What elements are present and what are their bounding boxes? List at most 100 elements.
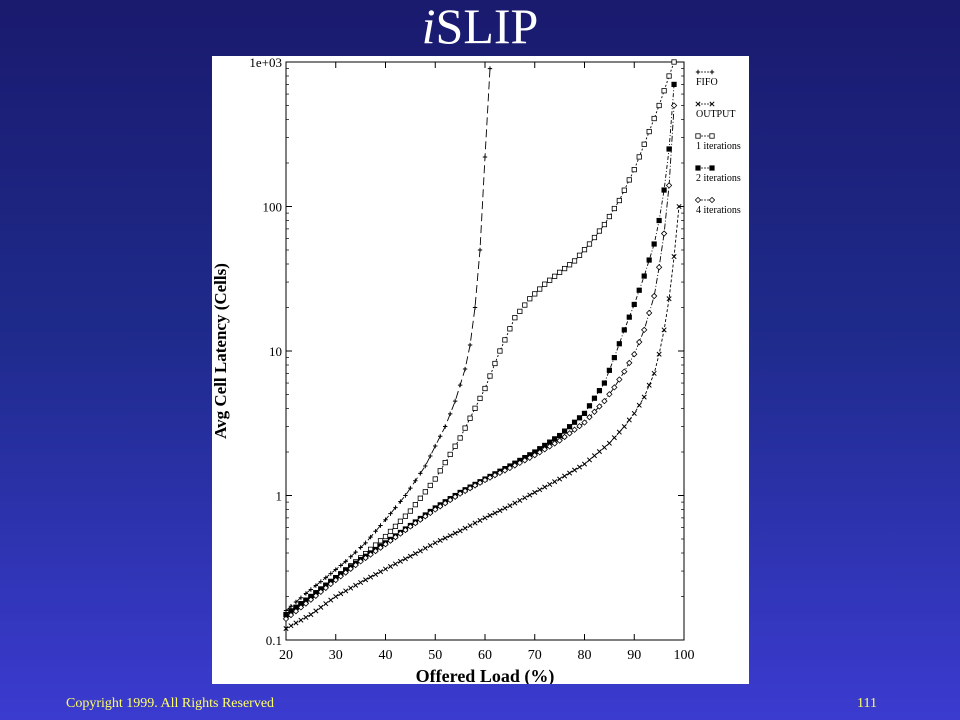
diamond-marker [511,462,519,469]
x-marker [323,601,329,607]
filled-square-marker [641,273,647,279]
chart-panel: 20 30 40 50 60 70 80 90 100 0.1 1 10 100 1e+03 FIFO O… [212,56,749,684]
x-marker [596,449,602,455]
diamond-marker [392,533,399,541]
plus-marker [393,505,398,510]
diamond-marker [526,454,533,461]
x-marker [552,479,558,485]
legend-label: OUTPUT [696,109,735,120]
square-marker [621,187,627,193]
plus-marker [477,247,483,253]
x-marker [442,535,448,541]
legend-item: 1 iterations [695,133,741,152]
plus-marker [695,69,701,75]
diamond-marker [650,292,658,300]
y-axis-label: Avg Cell Latency (Cells) [212,263,230,439]
x-marker [502,505,508,511]
series-2-iterations [283,81,677,618]
plus-marker [368,534,373,540]
y-tick-label: 10 [269,344,282,359]
diamond-marker [641,326,648,334]
x-marker [308,612,314,618]
filled-square-marker [557,432,563,439]
diamond-marker [646,309,653,317]
series-layer [282,59,682,632]
plus-marker [343,559,348,564]
diamond-marker [451,493,459,500]
diamond-marker [481,476,489,484]
filled-square-marker [656,217,662,224]
square-marker [377,538,384,544]
square-marker [571,258,578,264]
square-marker [557,269,563,275]
x-marker [581,461,588,467]
diamond-marker [432,506,439,513]
series-line [285,61,675,615]
legend-item: 2 iterations [695,165,741,184]
diamond-marker [402,526,409,534]
x-marker [427,542,433,549]
square-marker [561,265,568,272]
x-marker [542,484,548,490]
square-marker [372,542,379,548]
x-marker [417,548,423,554]
x-marker [368,574,374,580]
diamond-marker [616,376,623,383]
filled-square-marker [596,388,603,394]
plus-marker [333,567,338,572]
square-marker [537,286,543,292]
y-tick-label: 1e+03 [249,56,282,70]
x-marker [412,550,418,557]
x-marker [328,597,334,603]
plus-marker [709,69,715,75]
series-line [285,206,680,629]
diamond-marker [516,459,523,467]
diamond-marker [471,482,479,489]
y-tick-label: 1 [276,489,283,504]
square-marker [671,59,677,65]
square-marker [651,115,657,122]
plus-marker [428,453,433,459]
square-marker [487,373,493,379]
diamond-marker [332,576,339,584]
plus-marker [353,549,358,555]
filled-square-marker [626,314,632,320]
square-marker [427,482,433,489]
diamond-marker [694,196,702,204]
diamond-marker [357,558,364,565]
x-marker [293,620,299,626]
x-marker [646,382,652,388]
x-marker [562,473,568,479]
diamond-marker [531,452,538,459]
series-line [285,105,675,620]
diamond-marker [337,573,344,580]
square-marker [497,348,503,354]
filled-square-marker [666,146,672,152]
x-tick-label: 40 [379,648,393,663]
x-marker [348,585,354,591]
x-marker [601,444,607,450]
square-marker [527,296,533,302]
square-marker [576,252,583,258]
diamond-marker [302,600,310,607]
x-marker [363,577,369,583]
filled-square-marker [709,165,715,171]
plus-marker [298,595,304,600]
x-marker [676,203,682,210]
x-marker [591,453,598,459]
square-marker [626,177,632,183]
diamond-marker [501,467,509,474]
y-tick-labels: 0.1 1 10 100 1e+03 [249,56,282,648]
square-marker [387,528,394,535]
diamond-marker [367,551,374,558]
x-marker [557,476,563,482]
diamond-marker [397,530,404,537]
diamond-marker [660,230,668,237]
diamond-marker [461,487,469,495]
filled-square-marker [581,410,588,416]
x-marker [283,626,289,632]
diamond-marker [556,437,563,444]
x-marker [616,429,622,435]
x-marker [382,566,389,572]
x-marker [567,470,573,476]
